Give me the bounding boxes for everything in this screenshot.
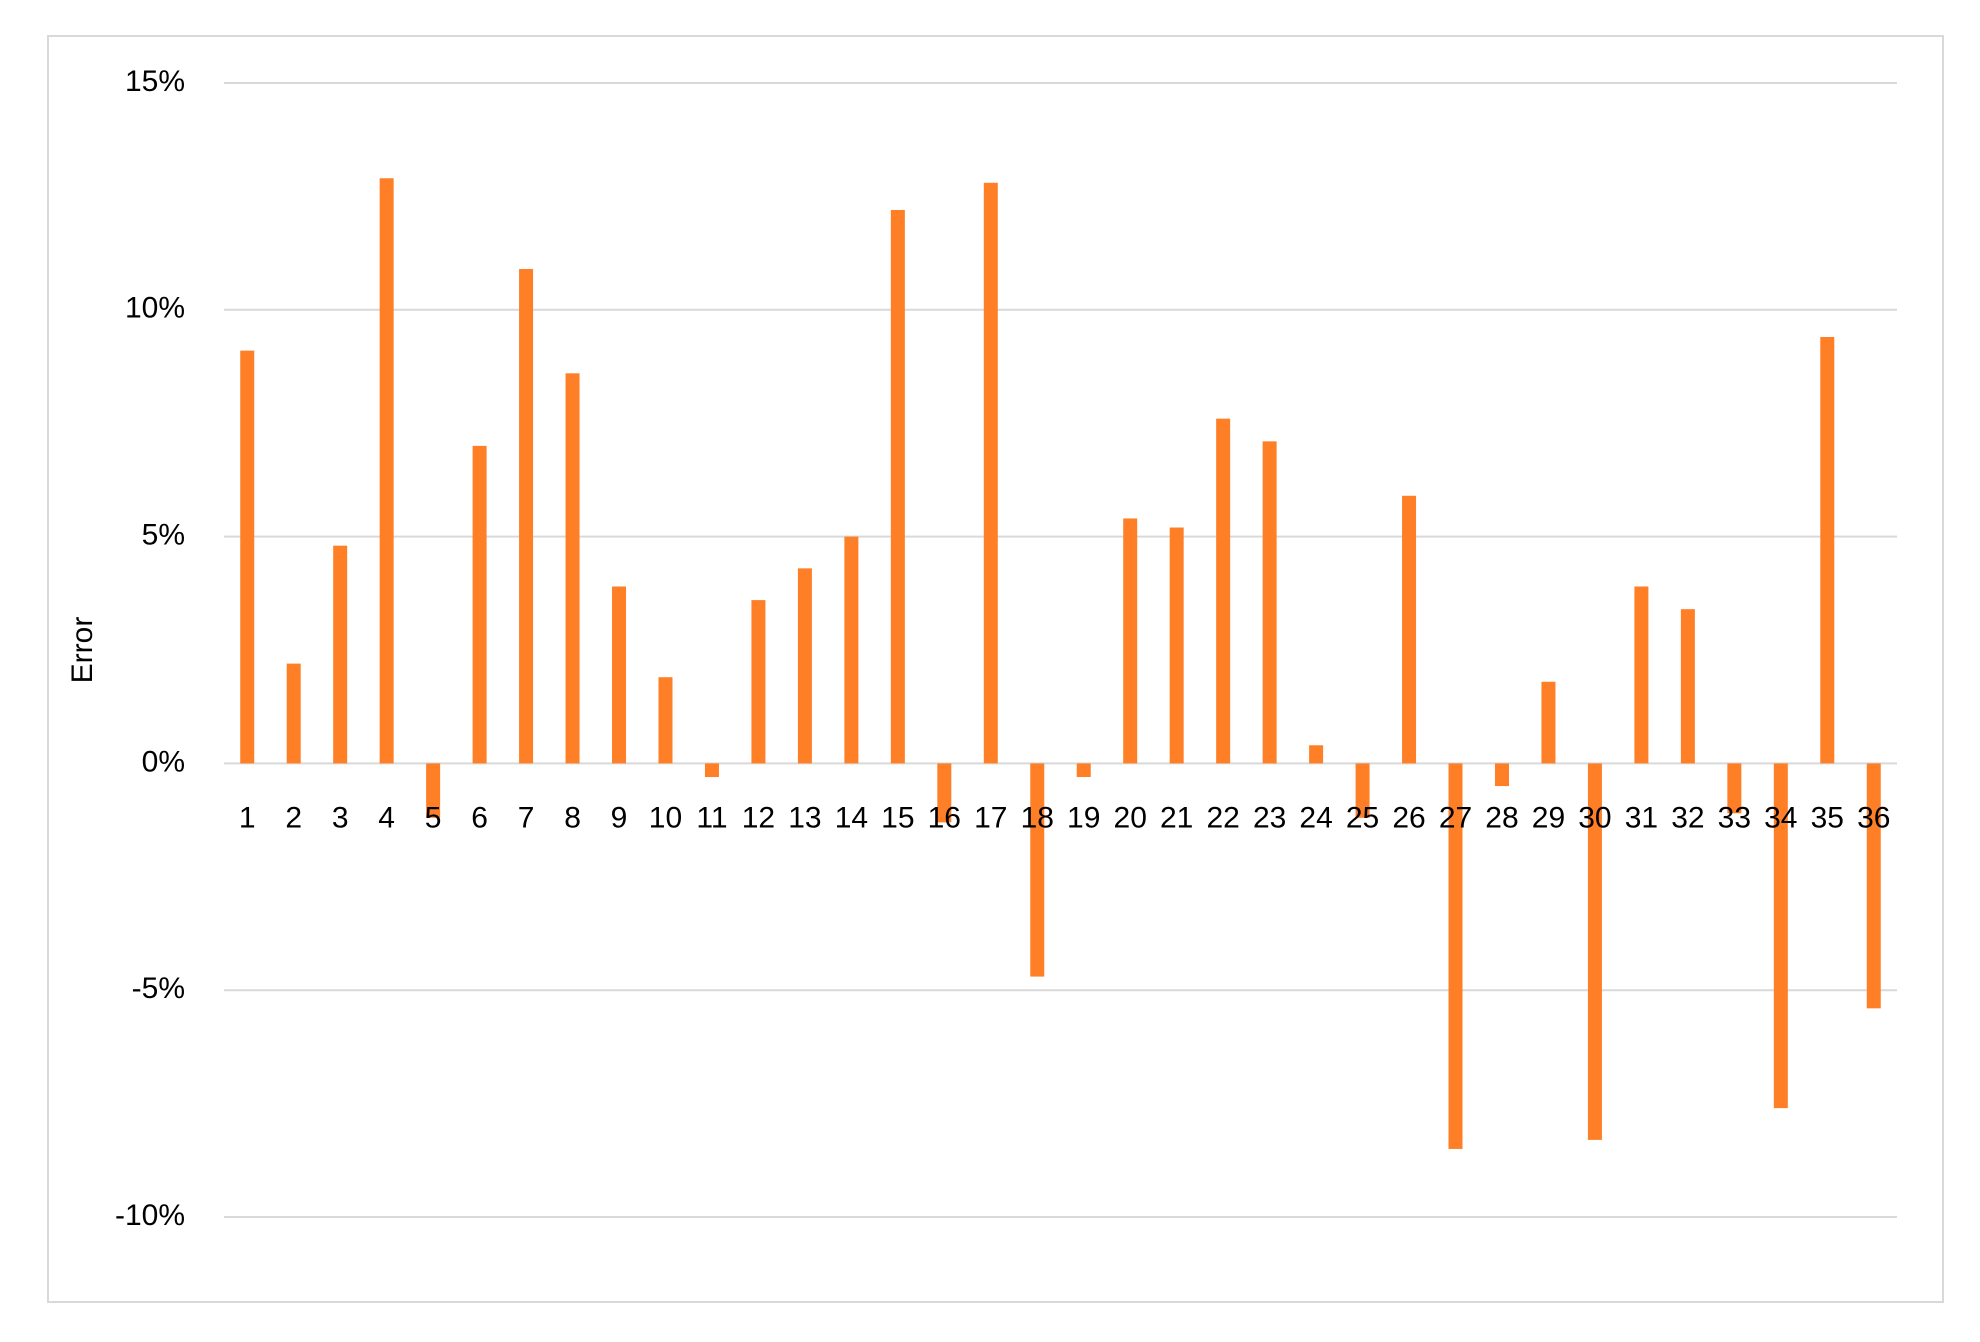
bar	[1448, 763, 1463, 1149]
bar	[1634, 586, 1649, 764]
x-tick-label: 5	[425, 801, 442, 834]
bar	[379, 178, 394, 764]
y-tick-label: 0%	[142, 745, 185, 778]
x-tick-label: 6	[471, 801, 488, 834]
bar	[1402, 495, 1417, 764]
x-tick-label: 20	[1114, 801, 1147, 834]
bar	[472, 445, 487, 764]
bar	[1773, 763, 1788, 1109]
x-tick-label: 7	[518, 801, 535, 834]
x-tick-label: 23	[1253, 801, 1286, 834]
x-tick-label: 17	[974, 801, 1007, 834]
bar	[519, 268, 534, 764]
bar	[286, 663, 301, 764]
x-tick-label: 35	[1811, 801, 1844, 834]
bar	[1030, 763, 1045, 977]
x-tick-label: 2	[285, 801, 302, 834]
bar	[844, 536, 859, 764]
x-tick-label: 24	[1299, 801, 1332, 834]
x-tick-label: 34	[1764, 801, 1797, 834]
bar	[565, 373, 580, 764]
bar	[797, 568, 812, 764]
y-tick-label: 5%	[142, 519, 185, 552]
bar	[1820, 337, 1835, 764]
bar	[658, 677, 673, 764]
bar	[1727, 763, 1742, 814]
bar	[1866, 763, 1881, 1009]
x-tick-label: 16	[928, 801, 961, 834]
x-tick-label: 1	[239, 801, 256, 834]
bar	[1309, 745, 1324, 764]
x-tick-label: 31	[1625, 801, 1658, 834]
x-tick-label: 32	[1671, 801, 1704, 834]
bar	[890, 210, 905, 764]
bar	[1216, 418, 1231, 764]
bar	[1262, 441, 1277, 764]
bar	[1169, 527, 1184, 764]
y-tick-label: 10%	[125, 292, 185, 325]
bar	[1680, 609, 1695, 764]
x-tick-label: 12	[742, 801, 775, 834]
x-tick-label: 36	[1857, 801, 1890, 834]
x-tick-label: 3	[332, 801, 349, 834]
x-tick-label: 26	[1392, 801, 1425, 834]
x-tick-label: 10	[649, 801, 682, 834]
x-tick-label: 25	[1346, 801, 1379, 834]
bar	[612, 586, 627, 764]
bar	[1355, 763, 1370, 818]
bar	[1076, 763, 1091, 778]
bar	[240, 350, 255, 764]
bar	[1541, 681, 1556, 764]
bar	[704, 763, 719, 778]
bar	[1494, 763, 1509, 787]
x-tick-label: 9	[611, 801, 628, 834]
bar	[983, 182, 998, 764]
x-tick-label: 14	[835, 801, 868, 834]
x-tick-label: 8	[564, 801, 581, 834]
x-tick-label: 30	[1578, 801, 1611, 834]
x-tick-label: 13	[788, 801, 821, 834]
bar	[1587, 763, 1602, 1140]
x-tick-label: 22	[1206, 801, 1239, 834]
y-tick-label: -5%	[132, 972, 185, 1005]
x-tick-label: 18	[1021, 801, 1054, 834]
x-tick-label: 27	[1439, 801, 1472, 834]
x-tick-label: 19	[1067, 801, 1100, 834]
bar	[751, 600, 766, 764]
x-tick-label: 15	[881, 801, 914, 834]
x-tick-label: 33	[1718, 801, 1751, 834]
y-tick-label: -10%	[115, 1199, 185, 1232]
y-tick-label: 15%	[125, 65, 185, 98]
y-axis-label: Error	[66, 617, 99, 684]
x-tick-label: 28	[1485, 801, 1518, 834]
bar	[1123, 518, 1138, 764]
bar	[937, 763, 952, 823]
x-tick-label: 4	[378, 801, 395, 834]
bar	[333, 545, 348, 764]
bar	[426, 763, 441, 818]
x-tick-label: 21	[1160, 801, 1193, 834]
x-tick-label: 11	[696, 801, 727, 834]
x-tick-label: 29	[1532, 801, 1565, 834]
